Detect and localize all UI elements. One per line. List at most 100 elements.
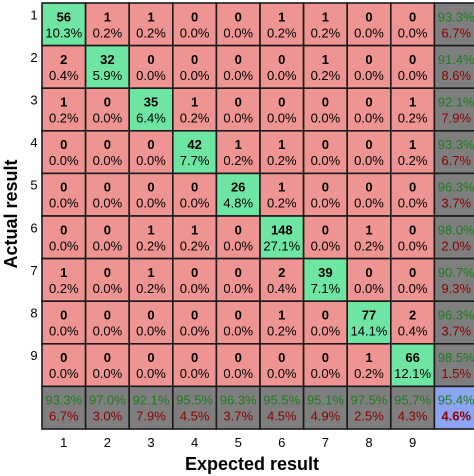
cell-count: 39: [318, 265, 332, 280]
matrix-cell: 10.2%: [128, 257, 174, 303]
cell-count: 0: [60, 137, 67, 152]
matrix-cell: 00.0%: [259, 87, 305, 132]
cell-percent: 0.0%: [398, 238, 428, 253]
matrix-cell: 00.0%: [128, 342, 174, 388]
cell-percent: 0.2%: [136, 281, 166, 296]
cell-percent: 0.0%: [354, 25, 384, 40]
matrix-cell: 00.0%: [84, 300, 130, 345]
matrix-cell: 00.0%: [172, 300, 218, 345]
matrix-cell: 00.0%: [41, 215, 87, 260]
cell-percent: 0.0%: [223, 238, 253, 253]
cell-count: 0: [60, 222, 67, 237]
off-diagonal-cell-bg: [389, 130, 436, 175]
off-diagonal-cell-bg: [128, 342, 174, 388]
col-correct-rate: 93.3%: [45, 393, 82, 408]
col-correct-rate: 95.1%: [307, 393, 344, 408]
row-summary-cell: 92.1%7.9%: [433, 87, 474, 132]
row-summary-cell: 90.7%9.3%: [433, 257, 474, 303]
summary-cell-bg: [172, 385, 218, 430]
matrix-cell: 10.2%: [302, 44, 349, 89]
matrix-cell: 00.0%: [41, 172, 87, 217]
cell-percent: 0.0%: [398, 25, 428, 40]
cell-count: 0: [322, 350, 329, 365]
cell-count: 0: [278, 52, 285, 67]
cell-percent: 0.0%: [223, 25, 253, 40]
row-summary-cell: 91.4%8.6%: [433, 44, 474, 89]
y-axis-label: Actual result: [1, 159, 21, 268]
col-error-rate: 4.3%: [398, 409, 428, 424]
cell-percent: 0.0%: [311, 111, 341, 126]
matrix-cell: 00.0%: [389, 2, 436, 47]
col-summary-cell: 93.3%6.7%: [41, 385, 87, 430]
off-diagonal-cell-bg: [346, 215, 392, 260]
cell-percent: 0.0%: [93, 238, 123, 253]
cell-count: 0: [147, 308, 154, 323]
off-diagonal-cell-bg: [215, 87, 261, 132]
matrix-cell: 00.0%: [346, 130, 392, 175]
overall-error-rate: 4.6%: [441, 409, 471, 424]
cell-count: 2: [278, 265, 285, 280]
off-diagonal-cell-bg: [172, 87, 218, 132]
row-summary-cell: 98.5%1.5%: [433, 342, 474, 388]
cell-percent: 0.0%: [93, 196, 123, 211]
cell-count: 1: [235, 137, 242, 152]
row-summary-cell: 93.3%6.7%: [433, 2, 474, 47]
cell-count: 0: [322, 95, 329, 110]
cell-count: 32: [100, 52, 114, 67]
cell-count: 0: [409, 180, 416, 195]
off-diagonal-cell-bg: [346, 44, 392, 89]
cell-percent: 0.2%: [49, 281, 79, 296]
cell-count: 66: [405, 350, 419, 365]
off-diagonal-cell-bg: [172, 300, 218, 345]
diagonal-cell-bg: [259, 215, 305, 260]
matrix-cell: 00.0%: [84, 257, 130, 303]
off-diagonal-cell-bg: [84, 130, 130, 175]
cell-percent: 0.2%: [49, 111, 79, 126]
cell-percent: 0.0%: [136, 196, 166, 211]
cell-percent: 0.0%: [311, 324, 341, 339]
cell-count: 0: [235, 308, 242, 323]
cell-count: 0: [104, 180, 111, 195]
cell-percent: 0.0%: [223, 366, 253, 381]
row-correct-rate: 96.3%: [438, 180, 474, 195]
cell-count: 0: [278, 95, 285, 110]
x-tick-label: 1: [60, 435, 67, 450]
y-tick-label: 8: [30, 306, 37, 321]
x-tick-label: 2: [104, 435, 111, 450]
cell-percent: 0.0%: [180, 196, 210, 211]
cell-percent: 0.0%: [398, 281, 428, 296]
x-tick-label: 4: [191, 435, 198, 450]
row-correct-rate: 91.4%: [438, 52, 474, 67]
cell-percent: 0.0%: [136, 153, 166, 168]
matrix-cell: 00.0%: [215, 300, 261, 345]
cell-percent: 0.0%: [180, 281, 210, 296]
matrix-cell: 00.0%: [389, 257, 436, 303]
matrix-cell: 00.0%: [172, 172, 218, 217]
row-summary-cell: 96.3%3.7%: [433, 172, 474, 217]
cell-percent: 0.2%: [136, 238, 166, 253]
row-correct-rate: 93.3%: [438, 137, 474, 152]
summary-cell-bg: [41, 385, 87, 430]
cell-percent: 0.2%: [354, 366, 384, 381]
cell-count: 1: [278, 180, 285, 195]
summary-cell-bg: [433, 257, 474, 303]
cell-percent: 0.0%: [311, 238, 341, 253]
matrix-cell: 00.0%: [172, 44, 218, 89]
x-axis-label: Expected result: [185, 454, 319, 474]
matrix-cell: 20.4%: [389, 300, 436, 345]
matrix-cell: 10.2%: [389, 130, 436, 175]
y-tick-label: 1: [30, 7, 37, 22]
diagonal-cell-bg: [389, 342, 436, 388]
cell-count: 1: [147, 222, 154, 237]
summary-cell-bg: [433, 215, 474, 260]
matrix-cell: 10.2%: [389, 87, 436, 132]
matrix-cell: 00.0%: [302, 342, 349, 388]
matrix-cell: 00.0%: [215, 257, 261, 303]
cell-count: 1: [278, 9, 285, 24]
matrix-cell: 00.0%: [172, 257, 218, 303]
cell-count: 26: [231, 180, 245, 195]
cell-percent: 0.2%: [267, 153, 297, 168]
cell-count: 0: [191, 180, 198, 195]
cell-count: 1: [409, 137, 416, 152]
y-tick-label: 4: [30, 135, 37, 150]
